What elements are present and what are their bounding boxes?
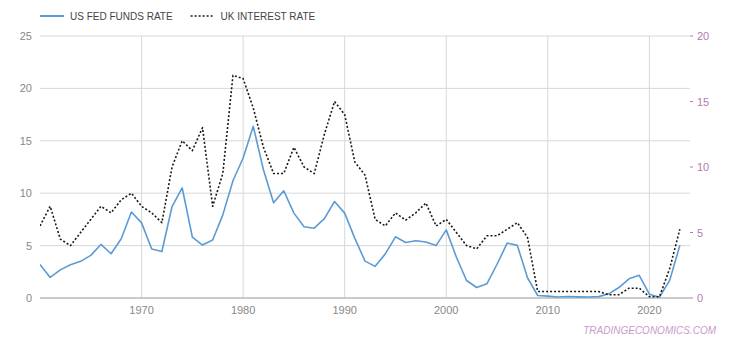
chart: 0 5 10 15 20 25 1970 1980 1990 2000 2010 2020 0 5 10 15… [0,0,730,340]
x-tick-label: 1970 [129,304,153,316]
legend-swatch [40,15,64,17]
y-grid-line [40,36,690,37]
legend-label: US FED FUNDS RATE [70,11,173,22]
y-tick-label: 25 [20,30,32,42]
y-tick-label: 20 [20,82,32,94]
x-tick-label: 2010 [536,304,560,316]
series-line [40,75,680,296]
y-grid-line [40,193,690,194]
y-tick-label: 10 [20,187,32,199]
y2-tick-label: 10 [697,161,709,173]
legend: US FED FUNDS RATE UK INTEREST RATE [40,11,316,22]
y2-tick-mark [690,232,693,233]
series-line [40,126,680,297]
x-grid-line [446,36,447,298]
x-grid-line [243,36,244,298]
y-grid-line [40,88,690,89]
watermark: TRADINGECONOMICS.COM [583,325,716,336]
y-grid-line [40,140,690,141]
y2-tick-mark [690,36,693,37]
y2-tick-mark [690,298,693,299]
y2-tick-label: 0 [697,292,703,304]
grid [40,36,690,298]
y2-tick-label: 20 [697,30,709,42]
x-grid-line [547,36,548,298]
x-tick-label: 1990 [332,304,356,316]
y2-tick-label: 5 [697,227,703,239]
legend-swatch [191,15,215,17]
x-grid-line [344,36,345,298]
y2-tick-mark [690,101,693,102]
x-tick-label: 1980 [231,304,255,316]
y-tick-label: 15 [20,135,32,147]
x-tick-label: 2020 [637,304,661,316]
x-grid-line [141,36,142,298]
y2-tick-label: 15 [697,96,709,108]
y-tick-label: 5 [26,240,32,252]
x-tick-label: 2000 [434,304,458,316]
y2-tick-mark [690,167,693,168]
x-grid-line [649,36,650,298]
background [0,0,730,340]
legend-label: UK INTEREST RATE [221,11,316,22]
y-tick-label: 0 [26,292,32,304]
plot-area [40,75,680,297]
y-grid-line [40,245,690,246]
